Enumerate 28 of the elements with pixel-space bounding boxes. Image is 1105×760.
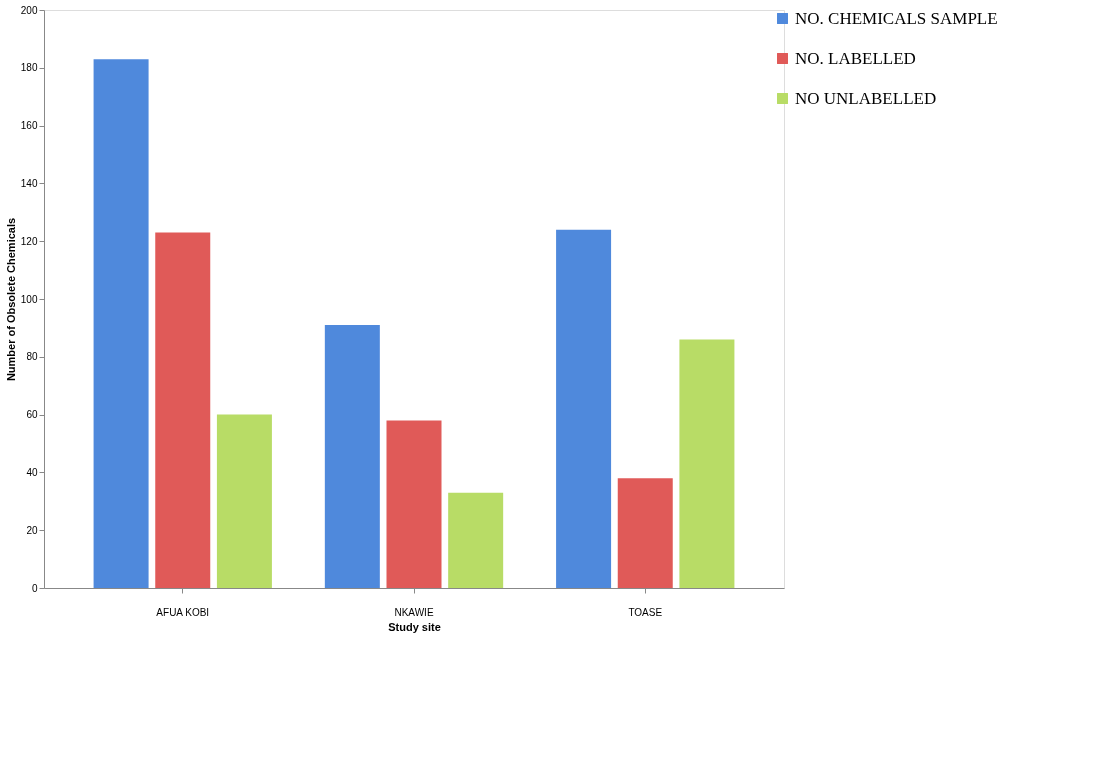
bar	[448, 492, 504, 588]
y-axis-title: Number of Obsolete Chemicals	[4, 217, 17, 382]
y-tick-label: 120	[20, 235, 38, 247]
bar	[324, 325, 380, 588]
bar	[679, 339, 735, 588]
bar	[556, 229, 612, 588]
bar	[93, 59, 149, 588]
x-tick-label: AFUA KOBI	[156, 606, 210, 618]
bar	[216, 414, 272, 588]
legend-label: NO. CHEMICALS SAMPLE	[795, 8, 998, 28]
legend-label: NO UNLABELLED	[795, 88, 937, 108]
y-tick-label: 0	[31, 582, 38, 594]
bar	[386, 420, 442, 588]
y-tick-label: 140	[20, 177, 38, 189]
y-tick-label: 180	[20, 62, 38, 74]
bar	[617, 478, 673, 588]
y-tick-label: 160	[20, 120, 38, 132]
legend-label: NO. LABELLED	[795, 48, 916, 68]
y-tick-label: 20	[26, 524, 38, 536]
y-tick-label: 100	[20, 293, 38, 305]
y-tick-label: 80	[26, 351, 38, 363]
x-tick-label: TOASE	[628, 606, 663, 618]
x-axis-title: Study site	[388, 620, 441, 633]
y-tick-label: 40	[26, 466, 38, 478]
x-tick-label: NKAWIE	[394, 606, 434, 618]
bar	[155, 232, 211, 588]
y-tick-label: 200	[20, 4, 38, 16]
y-tick-label: 60	[26, 409, 38, 421]
